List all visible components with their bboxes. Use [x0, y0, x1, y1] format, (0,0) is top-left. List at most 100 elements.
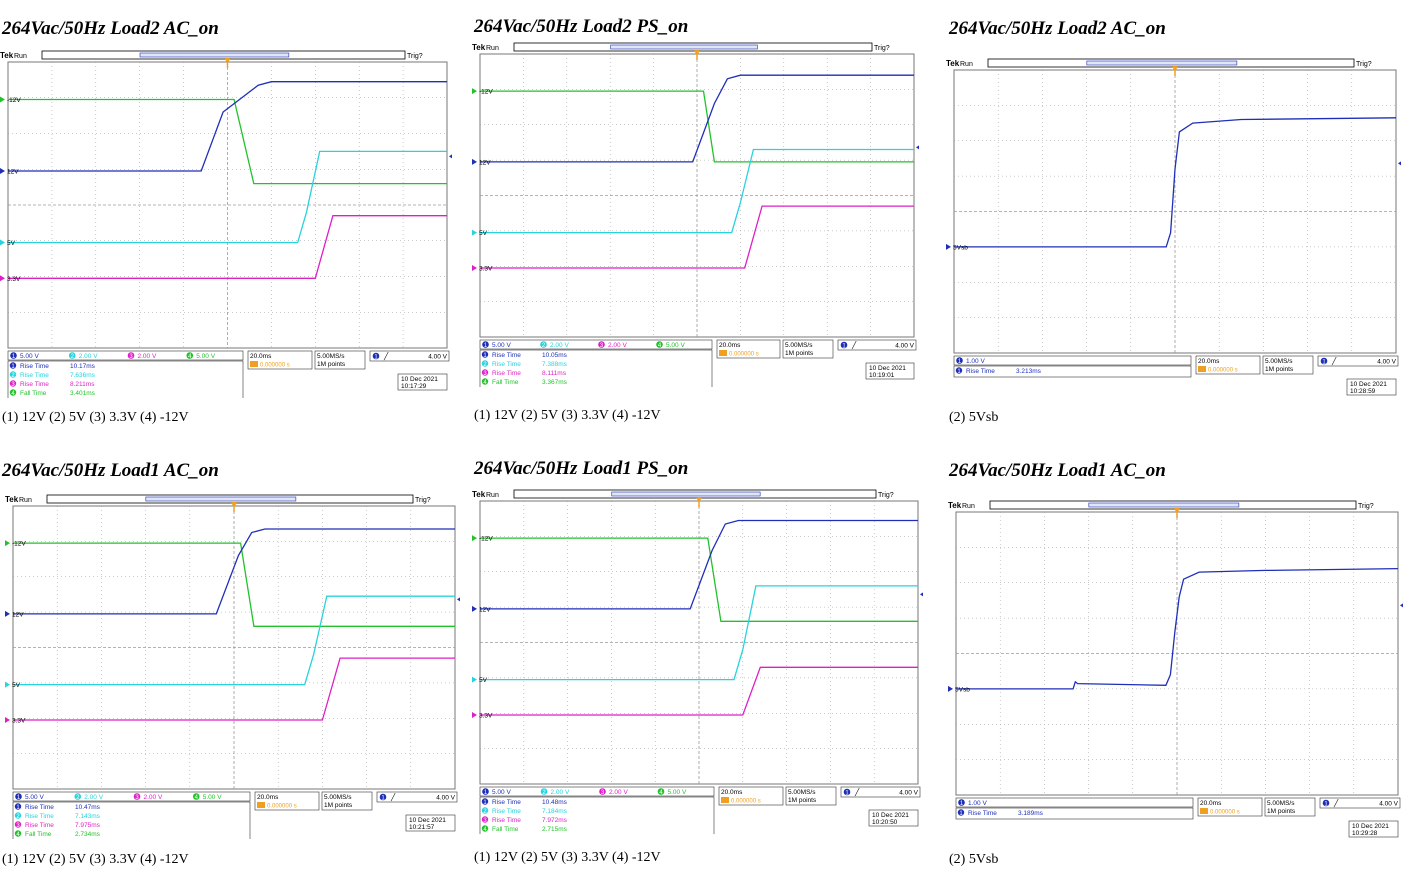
measurement-value: 3.213ms — [1016, 368, 1042, 375]
record-window — [1088, 502, 1240, 508]
measurement-label: Fall Time — [492, 826, 519, 833]
trigger-position-value: 0.000000 s — [267, 804, 297, 810]
trace-label: -12V — [7, 97, 21, 104]
scale-box — [12, 791, 251, 802]
capture-date: 10 Dec 2021 — [872, 812, 909, 819]
channel-scale: 2.00 V — [144, 794, 163, 801]
rising-edge-icon: ╱ — [390, 793, 396, 802]
channel-scale-readout: 1 5.00 V 2 2.00 V 3 2.00 V 4 5.00 V — [479, 786, 715, 797]
channel-scale-readout: 1 1.00 V — [955, 797, 1194, 808]
trace-label: 12V — [12, 611, 24, 618]
trigger-channel: 1 — [842, 344, 846, 350]
measurement-label: Rise Time — [492, 799, 521, 806]
trigger-level-marker — [457, 597, 460, 602]
measurement-label: Rise Time — [20, 363, 49, 370]
trigger-channel-badge — [372, 352, 380, 360]
trigger-position-value: 0.000000 s — [1210, 810, 1240, 816]
channel-number: 2 — [71, 354, 75, 360]
trigger-channel: 1 — [1324, 802, 1328, 808]
measurement-channel-badge — [14, 821, 22, 828]
datetime-box — [868, 809, 919, 827]
channel-number: 1 — [12, 354, 16, 360]
channel-number: 4 — [195, 795, 199, 801]
measurement-box — [479, 349, 713, 387]
trigger-level-marker — [1398, 161, 1401, 166]
run-status: Run — [486, 45, 499, 52]
panel-title: 264Vac/50Hz Load2 AC_on — [949, 18, 1166, 39]
channel-scale: 2.00 V — [551, 789, 570, 796]
trigger-box — [837, 339, 917, 351]
acquisition-box — [321, 791, 373, 811]
trace-label: 5V — [7, 240, 16, 247]
trace-label: -12V — [479, 89, 493, 96]
trace-label: 12V — [479, 606, 491, 613]
trace--12V — [480, 537, 918, 622]
record-window — [139, 52, 290, 58]
channel-badge — [10, 352, 17, 359]
channel-number: 4 — [658, 343, 662, 349]
trigger-channel-badge — [843, 788, 851, 796]
trace-5Vsb — [956, 567, 1399, 690]
trigger-channel: 1 — [381, 796, 385, 802]
measurement-value: 10.47ms — [75, 804, 101, 811]
measurement-channel-number: 1 — [16, 805, 20, 811]
panel-title: 264Vac/50Hz Load2 PS_on — [474, 16, 689, 37]
channel-badge — [74, 793, 82, 800]
panel-title: 264Vac/50Hz Load1 PS_on — [474, 458, 689, 479]
measurement-channel-number: 1 — [483, 353, 487, 359]
channel-number: 4 — [188, 354, 192, 360]
trigger-level-marker — [916, 145, 919, 150]
measurement-channel-badge — [481, 369, 489, 376]
channel-ground-marker — [0, 275, 5, 282]
measurement-box — [479, 796, 715, 834]
channel-badge — [656, 341, 663, 348]
datetime-box — [1348, 820, 1399, 838]
channel-scale: 5.00 V — [25, 794, 44, 801]
measurement-label: Rise Time — [25, 804, 54, 811]
measurement-channel-badge — [14, 812, 22, 819]
acquisition-box — [314, 350, 366, 370]
acquisition-box — [1264, 797, 1316, 817]
channel-ground-marker — [472, 535, 477, 542]
sample-rate: 5.00MS/s — [317, 353, 345, 360]
trigger-level: 4.00 V — [428, 354, 447, 361]
channel-number: 3 — [601, 790, 605, 796]
channel-ground-marker — [946, 243, 951, 250]
measurement-channel-number: 4 — [11, 391, 15, 397]
sample-rate: 5.00MS/s — [788, 789, 816, 796]
measurement-channel-badge — [481, 378, 489, 385]
timebase-box — [718, 786, 784, 806]
run-status: Run — [960, 61, 973, 68]
measurement-channel-badge — [481, 807, 489, 814]
measurement-channel-number: 4 — [16, 832, 20, 838]
capture-time: 10:20:50 — [872, 819, 898, 826]
measurement-channel-number: 4 — [483, 380, 487, 386]
measurement-value: 7.388ms — [542, 361, 568, 368]
measurement-label: Fall Time — [20, 390, 47, 397]
measurement-label: Fall Time — [25, 831, 52, 838]
record-window — [145, 496, 297, 502]
record-length: 1M points — [788, 797, 817, 804]
trigger-level-marker — [920, 592, 923, 597]
graticule — [8, 62, 447, 348]
timebase-box — [247, 350, 313, 370]
trigger-level-marker — [449, 154, 452, 159]
measurement-value: 8.211ms — [70, 381, 95, 388]
channel-scale-readout: 1 5.00 V 2 2.00 V 3 2.00 V 4 5.00 V — [7, 350, 244, 361]
trace--12V — [480, 90, 914, 163]
channel-badge — [133, 793, 141, 800]
record-length: 1M points — [1265, 366, 1294, 373]
channel-scale: 5.00 V — [492, 789, 511, 796]
channel-scale: 1.00 V — [968, 800, 987, 807]
trace-12V — [13, 528, 455, 615]
measurement-channel-badge — [957, 809, 965, 816]
measurement-value: 7.184ms — [542, 808, 568, 815]
channel-number: 1 — [960, 801, 964, 807]
rising-edge-icon: ╱ — [1333, 799, 1339, 808]
trigger-level: 4.00 V — [436, 795, 455, 802]
measurement-label: Rise Time — [492, 361, 521, 368]
trigger-status: Trig? — [415, 497, 431, 504]
record-window — [610, 44, 758, 50]
trigger-status: Trig? — [1358, 503, 1374, 510]
